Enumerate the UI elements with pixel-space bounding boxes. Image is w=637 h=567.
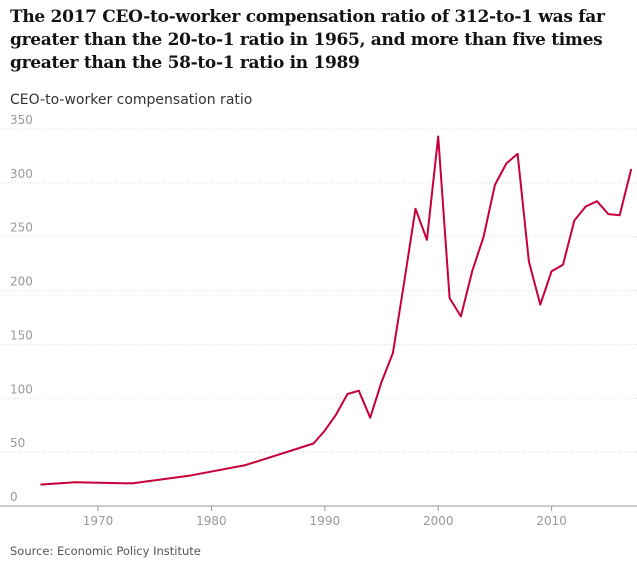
y-axis-label: CEO-to-worker compensation ratio — [10, 92, 253, 108]
source-note: Source: Economic Policy Institute — [10, 544, 201, 558]
data-point-1965 — [40, 483, 42, 485]
data-point-2008 — [528, 260, 530, 262]
data-point-2001 — [449, 297, 451, 299]
data-point-1992 — [347, 393, 349, 395]
data-point-2014 — [596, 200, 598, 202]
data-point-2006 — [505, 162, 507, 164]
data-point-1997 — [403, 281, 405, 283]
data-point-2007 — [517, 153, 519, 155]
y-tick-100: 100 — [10, 382, 33, 396]
data-point-1996 — [392, 352, 394, 354]
chart-title: The 2017 CEO-to-worker compensation rati… — [10, 7, 605, 73]
data-point-1999 — [426, 239, 428, 241]
x-tick-1970: 1970 — [83, 514, 114, 528]
data-point-2000 — [437, 136, 439, 138]
data-point-2002 — [460, 315, 462, 317]
data-point-1991 — [335, 413, 337, 415]
data-point-1973 — [131, 482, 133, 484]
series-layer — [40, 135, 632, 486]
data-point-1968 — [74, 481, 76, 483]
data-point-2012 — [573, 220, 575, 222]
y-tick-0: 0 — [10, 490, 18, 504]
data-point-2016 — [619, 214, 621, 216]
data-point-2011 — [562, 264, 564, 266]
data-point-2005 — [494, 184, 496, 186]
data-point-1978 — [188, 475, 190, 477]
y-tick-200: 200 — [10, 275, 33, 289]
data-point-1998 — [415, 208, 417, 210]
data-point-2015 — [607, 213, 609, 215]
series-line-0 — [40, 135, 632, 486]
data-point-1983 — [244, 464, 246, 466]
data-point-2013 — [585, 206, 587, 208]
grid-lines — [0, 128, 637, 507]
data-point-2003 — [471, 270, 473, 272]
y-tick-labels: 0 50 100 150 200 250 300 350 — [10, 113, 33, 504]
x-tick-2010: 2010 — [536, 514, 567, 528]
data-point-1995 — [381, 381, 383, 383]
data-point-2017 — [630, 169, 632, 171]
x-tick-1990: 1990 — [310, 514, 341, 528]
y-tick-300: 300 — [10, 167, 33, 181]
y-tick-350: 350 — [10, 113, 33, 127]
data-point-2004 — [483, 236, 485, 238]
data-point-1994 — [369, 417, 371, 419]
data-point-2010 — [551, 270, 553, 272]
y-tick-250: 250 — [10, 221, 33, 235]
data-point-1993 — [358, 390, 360, 392]
x-tick-1980: 1980 — [196, 514, 227, 528]
y-tick-50: 50 — [10, 436, 25, 450]
x-tick-2000: 2000 — [423, 514, 454, 528]
y-tick-150: 150 — [10, 328, 33, 342]
x-tick-labels: 1970 1980 1990 2000 2010 — [83, 506, 567, 528]
data-point-2009 — [539, 304, 541, 306]
data-point-1989 — [312, 443, 314, 445]
data-point-1990 — [324, 430, 326, 432]
